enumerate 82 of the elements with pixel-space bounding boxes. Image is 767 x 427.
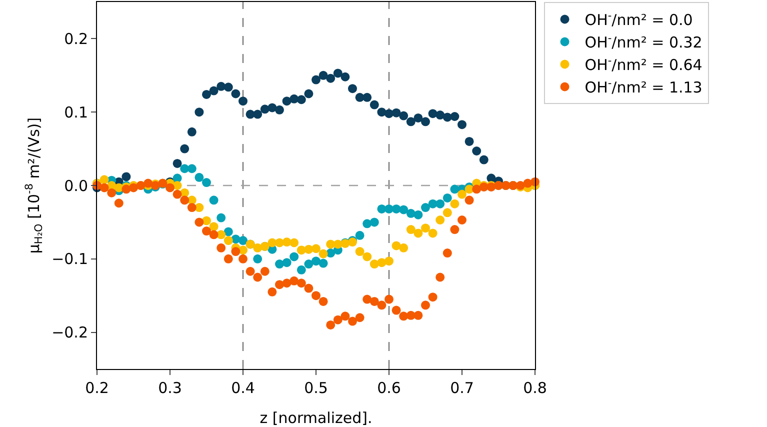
point: [275, 105, 284, 114]
x-tick-label: 0.5: [304, 379, 328, 397]
point: [436, 199, 445, 208]
point: [238, 236, 248, 246]
point: [421, 117, 430, 126]
point: [296, 265, 306, 274]
point: [428, 109, 438, 118]
point: [304, 89, 314, 98]
point: [216, 82, 226, 91]
y-tick-label: −0.2: [52, 324, 88, 342]
y-tick-label: 0.2: [64, 30, 88, 48]
point: [122, 172, 131, 182]
point: [355, 230, 364, 240]
point: [194, 108, 204, 117]
point: [282, 258, 292, 268]
point: [318, 70, 328, 80]
point: [209, 86, 218, 96]
x-axis-title: z [normalized].: [260, 409, 372, 427]
point: [194, 172, 204, 182]
point: [340, 72, 350, 82]
x-tick-label: 0.4: [231, 379, 255, 397]
point: [209, 196, 218, 205]
point: [296, 95, 306, 104]
x-tick-label: 0.3: [158, 379, 182, 397]
x-tick-label: 0.6: [377, 379, 401, 397]
point: [202, 178, 211, 188]
point: [187, 164, 196, 174]
point: [312, 256, 320, 266]
point: [479, 155, 488, 164]
point: [472, 146, 482, 156]
y-tick-label: −0.1: [52, 250, 88, 268]
point: [202, 90, 211, 99]
point: [312, 75, 320, 84]
point: [275, 260, 284, 269]
point: [464, 136, 474, 146]
point: [362, 219, 372, 228]
point: [253, 254, 262, 264]
point: [304, 260, 314, 269]
legend-label: OH$^{-}$/nm² = 0.0: [584, 10, 693, 30]
point: [282, 96, 292, 106]
point: [370, 100, 379, 110]
point: [392, 108, 401, 118]
x-tick-label: 0.8: [523, 379, 547, 397]
point: [348, 84, 357, 94]
legend-label: OH$^{-}$/nm² = 0.32: [584, 32, 702, 52]
point: [414, 210, 423, 220]
x-tick-label: 0.2: [85, 379, 109, 397]
point: [399, 205, 408, 214]
point: [450, 112, 460, 121]
point: [414, 113, 423, 122]
point: [290, 252, 299, 262]
point: [224, 82, 233, 92]
point: [458, 120, 466, 130]
point: [384, 109, 394, 118]
point: [224, 227, 233, 236]
point: [172, 158, 182, 168]
point: [216, 213, 226, 222]
point: [436, 110, 445, 120]
point: [370, 218, 379, 227]
y-tick-label: 0.0: [64, 176, 88, 195]
point: [253, 110, 262, 119]
point: [399, 111, 408, 120]
point: [187, 127, 196, 136]
point: [260, 104, 270, 114]
point: [290, 94, 299, 104]
point: [180, 144, 190, 154]
point: [318, 258, 328, 268]
legend-label: OH$^{-}$/nm² = 1.13: [584, 77, 702, 97]
point: [268, 103, 277, 112]
point: [362, 92, 372, 102]
y-tick-label: 0.1: [64, 103, 88, 122]
x-tick-label: 0.7: [450, 379, 474, 397]
point: [406, 208, 416, 218]
point: [421, 203, 430, 212]
point: [231, 89, 240, 98]
point: [333, 68, 342, 78]
point: [238, 96, 248, 106]
legend-label: OH$^{-}$/nm² = 0.64: [584, 54, 702, 74]
point: [326, 74, 336, 83]
point: [406, 117, 416, 126]
point: [384, 204, 394, 214]
point: [442, 193, 452, 202]
